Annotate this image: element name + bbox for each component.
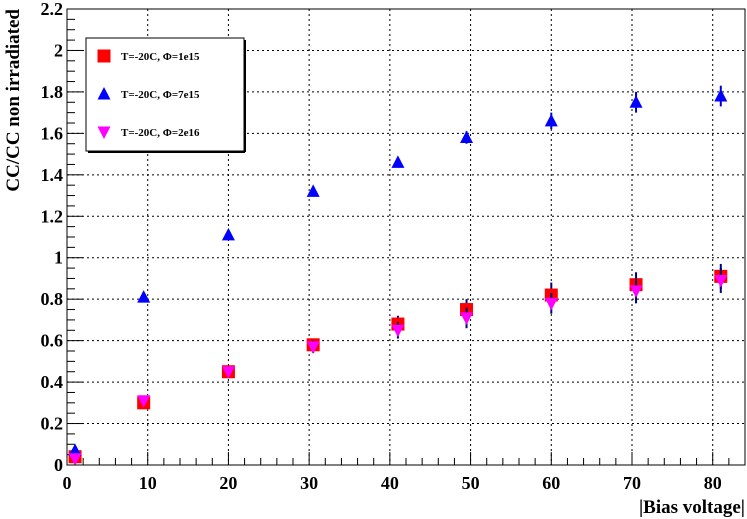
- y-tick-label: 2: [54, 40, 63, 60]
- legend-marker: [97, 49, 111, 63]
- data-point: [629, 285, 643, 298]
- grid-layer: [67, 9, 745, 465]
- data-point: [544, 113, 558, 127]
- x-tick-label: 30: [300, 473, 318, 493]
- data-point: [460, 130, 474, 144]
- x-axis-title: |Bias voltage|: [639, 497, 745, 518]
- data-point: [68, 453, 82, 466]
- legend-label: T=-20C, Φ=7e15: [121, 89, 200, 101]
- plot-frame: [66, 8, 746, 466]
- data-point: [629, 95, 643, 108]
- y-tick-label: 0.8: [41, 289, 64, 309]
- data-point: [137, 395, 151, 408]
- y-tick-label: 0.4: [41, 372, 64, 392]
- data-point: [137, 290, 151, 303]
- legend-box: [85, 37, 245, 152]
- y-tick-label: 1: [54, 248, 63, 268]
- y-tick-label: 1.8: [41, 82, 64, 102]
- legend-label: T=-20C, Φ=1e15: [121, 51, 200, 63]
- data-point: [391, 155, 405, 168]
- data-point: [460, 312, 474, 325]
- data-point: [391, 324, 405, 338]
- data-point: [221, 366, 235, 379]
- legend-label: T=-20C, Φ=2e16: [121, 127, 200, 139]
- x-tick-label: 10: [139, 473, 157, 493]
- legend-marker: [97, 126, 111, 139]
- data-point: [306, 341, 320, 354]
- x-tick-label: 0: [63, 473, 72, 493]
- x-tick-label: 40: [381, 473, 399, 493]
- y-tick-label: 0.2: [41, 414, 64, 434]
- data-point: [544, 297, 558, 311]
- y-axis-title: CC/CC non irradiated: [3, 9, 24, 192]
- y-tick-label: 0: [54, 455, 63, 475]
- series-triangle-up: [68, 85, 728, 456]
- x-tick-label: 50: [462, 473, 480, 493]
- data-point: [714, 89, 728, 102]
- data-point: [221, 227, 235, 241]
- y-tick-label: 1.2: [41, 206, 64, 226]
- y-tick-label: 1.6: [41, 123, 64, 143]
- data-point: [714, 275, 728, 288]
- x-tick-label: 60: [542, 473, 560, 493]
- data-point: [306, 184, 320, 197]
- x-tick-label: 70: [623, 473, 641, 493]
- series-layer: [68, 85, 728, 466]
- y-tick-label: 1.4: [41, 165, 64, 185]
- x-tick-label: 80: [704, 473, 722, 493]
- legend: T=-20C, Φ=1e15 T=-20C, Φ=7e15 T=-20C, Φ=2e…: [85, 37, 246, 153]
- y-tick-label: 2.2: [41, 0, 64, 19]
- series-triangle-down: [68, 268, 728, 466]
- data-point: [68, 443, 82, 456]
- legend-marker: [97, 87, 111, 100]
- y-tick-label: 0.6: [41, 331, 64, 351]
- x-tick-label: 20: [219, 473, 237, 493]
- series-square: [68, 263, 728, 464]
